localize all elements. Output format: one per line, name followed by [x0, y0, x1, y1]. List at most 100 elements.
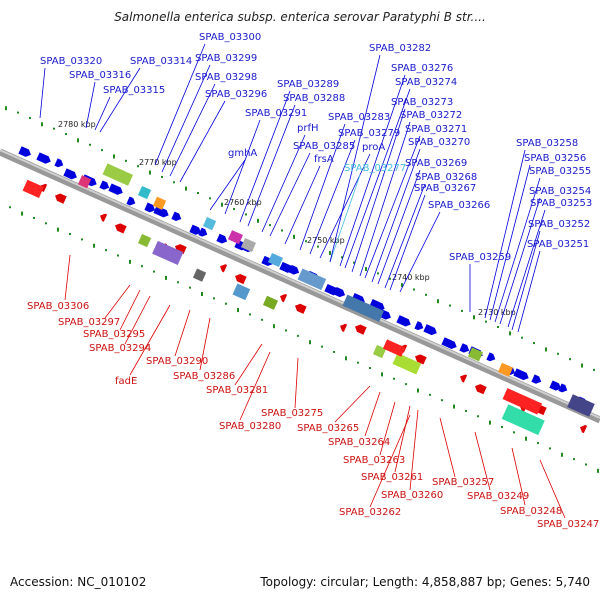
gene-label[interactable]: SPAB_03262 — [339, 507, 401, 518]
tick-mark — [329, 250, 331, 255]
gene-label[interactable]: SPAB_03290 — [146, 356, 208, 367]
gene-label[interactable]: proA — [362, 142, 385, 153]
tick-mark — [501, 425, 503, 428]
feature-block — [467, 347, 483, 362]
gene-label[interactable]: SPAB_03298 — [195, 72, 257, 83]
gene-label[interactable]: SPAB_03288 — [283, 93, 345, 104]
gene-label[interactable]: SPAB_03272 — [400, 110, 462, 121]
gene-label[interactable]: SPAB_03315 — [103, 85, 165, 96]
forward-gene-shape — [18, 146, 31, 157]
gene-label[interactable]: frsA — [314, 154, 334, 165]
gene-label[interactable]: SPAB_03275 — [261, 408, 323, 419]
gene-label[interactable]: SPAB_03306 — [27, 301, 89, 312]
gene-label[interactable]: SPAB_03283 — [328, 112, 390, 123]
gene-label[interactable]: SPAB_03273 — [391, 97, 453, 108]
gene-label[interactable]: SPAB_03257 — [432, 477, 494, 488]
forward-gene — [108, 183, 123, 195]
tick-mark — [305, 240, 307, 243]
gene-label[interactable]: SPAB_03268 — [415, 172, 477, 183]
tick-mark — [377, 272, 379, 275]
reverse-gene — [220, 264, 228, 273]
tick-mark — [473, 315, 475, 320]
gene-label[interactable]: SPAB_03294 — [89, 343, 151, 354]
gene-label[interactable]: SPAB_03286 — [173, 371, 235, 382]
feature-block-shape — [152, 240, 184, 266]
gene-label[interactable]: SPAB_03251 — [527, 239, 589, 250]
tick-mark — [153, 270, 155, 273]
forward-gene — [549, 380, 562, 391]
gene-label[interactable]: SPAB_03296 — [205, 89, 267, 100]
gene-label[interactable]: SPAB_03314 — [130, 56, 192, 67]
tick-mark — [173, 181, 175, 184]
leader-line — [499, 197, 541, 325]
tick-mark — [381, 372, 383, 377]
gene-label[interactable]: SPAB_03266 — [428, 200, 490, 211]
gene-label[interactable]: SPAB_03248 — [500, 506, 562, 517]
leader-line — [399, 211, 441, 293]
gene-label[interactable]: SPAB_03289 — [277, 79, 339, 90]
gene-label[interactable]: SPAB_03261 — [361, 472, 423, 483]
feature-block — [372, 344, 387, 359]
leader-line — [371, 148, 421, 283]
gene-label[interactable]: SPAB_03299 — [195, 53, 257, 64]
gene-label[interactable]: SPAB_03280 — [219, 421, 281, 432]
gene-label[interactable]: SPAB_03320 — [40, 56, 102, 67]
leader-line — [261, 134, 306, 233]
gene-label[interactable]: SPAB_03256 — [524, 153, 586, 164]
gene-label[interactable]: fadE — [115, 376, 137, 387]
leader-line — [369, 414, 411, 508]
gene-label[interactable]: SPAB_03247 — [537, 519, 599, 530]
gene-label[interactable]: SPAB_03270 — [408, 137, 470, 148]
gene-label[interactable]: SPAB_03259 — [449, 252, 511, 263]
gene-label[interactable]: SPAB_03252 — [528, 219, 590, 230]
leader-line — [359, 121, 411, 277]
forward-gene-shape — [36, 152, 51, 164]
gene-label[interactable]: SPAB_03254 — [529, 186, 591, 197]
gene-label[interactable]: SPAB_03265 — [297, 423, 359, 434]
gene-label[interactable]: SPAB_03285 — [293, 141, 355, 152]
gene-label[interactable]: SPAB_03316 — [69, 70, 131, 81]
gene-label[interactable]: SPAB_03264 — [328, 437, 390, 448]
gene-label[interactable]: SPAB_03253 — [530, 198, 592, 209]
scale-label-2750: 2750 kbp — [307, 236, 345, 245]
reverse-gene — [460, 374, 468, 383]
gene-label[interactable]: SPAB_03271 — [405, 124, 467, 135]
gene-label[interactable]: gmhA — [228, 148, 257, 159]
gene-label[interactable]: SPAB_03297 — [58, 317, 120, 328]
gene-label[interactable]: SPAB_03258 — [516, 138, 578, 149]
gene-label[interactable]: SPAB_03255 — [529, 166, 591, 177]
gene-label[interactable]: SPAB_03281 — [206, 385, 268, 396]
gene-label[interactable]: SPAB_03277 — [344, 163, 406, 174]
tick-mark — [285, 329, 287, 332]
reverse-gene-shape — [295, 303, 307, 314]
gene-label[interactable]: SPAB_03274 — [395, 77, 457, 88]
leader-line — [489, 164, 531, 321]
leader-line — [269, 152, 311, 237]
gene-label[interactable]: SPAB_03267 — [414, 183, 476, 194]
gene-label[interactable]: SPAB_03295 — [83, 329, 145, 340]
feature-block-shape — [501, 404, 545, 436]
gene-label[interactable]: SPAB_03260 — [381, 490, 443, 501]
gene-label[interactable]: SPAB_03276 — [391, 63, 453, 74]
gene-label[interactable]: prfH — [297, 123, 319, 134]
reverse-gene — [55, 193, 67, 204]
feature-block — [240, 237, 256, 252]
leader-line — [329, 174, 361, 263]
tick-mark — [353, 261, 355, 264]
feature-block — [102, 163, 134, 186]
gene-label[interactable]: SPAB_03249 — [467, 491, 529, 502]
gene-label[interactable]: SPAB_03291 — [245, 108, 307, 119]
feature-block — [137, 233, 152, 248]
leader-line — [174, 309, 191, 357]
gene-label[interactable]: SPAB_03300 — [199, 32, 261, 43]
tick-mark — [477, 415, 479, 418]
feature-block — [501, 404, 545, 436]
reverse-gene-shape — [280, 294, 288, 303]
gene-label[interactable]: SPAB_03282 — [369, 43, 431, 54]
gene-label[interactable]: SPAB_03269 — [405, 158, 467, 169]
gene-label[interactable]: SPAB_03263 — [343, 455, 405, 466]
forward-gene — [288, 264, 300, 275]
gene-label[interactable]: SPAB_03279 — [338, 128, 400, 139]
leader-line — [351, 108, 406, 273]
tick-mark — [489, 420, 491, 425]
